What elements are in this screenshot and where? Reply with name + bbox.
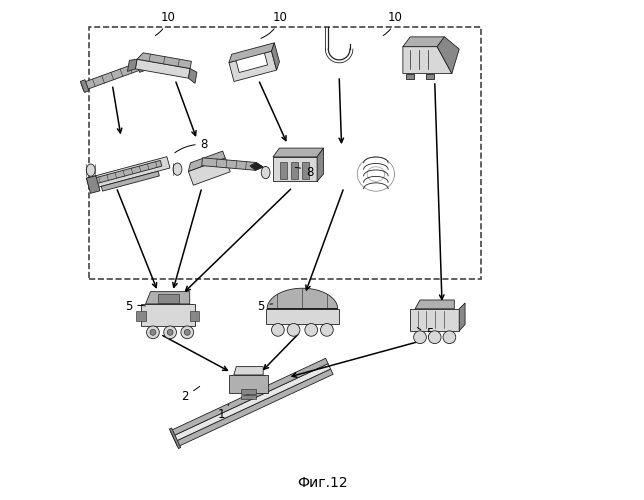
Polygon shape [190,311,200,321]
Circle shape [272,324,284,336]
Circle shape [413,331,426,344]
Polygon shape [188,158,231,185]
Circle shape [184,330,190,336]
Circle shape [305,324,317,336]
Text: 5: 5 [125,300,146,313]
Polygon shape [94,160,162,184]
Polygon shape [291,162,298,179]
Polygon shape [146,292,190,304]
Polygon shape [140,304,194,326]
Circle shape [150,330,156,336]
Text: Фиг.12: Фиг.12 [297,476,347,490]
Polygon shape [459,303,465,331]
Polygon shape [188,151,225,172]
Polygon shape [234,366,263,375]
Text: 8: 8 [296,166,314,179]
Polygon shape [410,309,459,331]
Polygon shape [175,369,333,447]
Circle shape [443,331,456,344]
Polygon shape [273,157,317,182]
Ellipse shape [173,163,182,175]
Polygon shape [202,158,263,170]
Circle shape [147,326,159,338]
Polygon shape [136,311,146,321]
Polygon shape [280,162,287,179]
Polygon shape [317,148,323,182]
Text: 5: 5 [417,327,433,340]
Polygon shape [415,300,454,309]
Polygon shape [86,156,170,190]
Polygon shape [437,37,459,74]
Polygon shape [273,148,323,157]
Polygon shape [173,364,330,442]
Circle shape [321,324,334,336]
Circle shape [287,324,300,336]
Polygon shape [128,59,137,72]
Polygon shape [189,68,197,84]
Polygon shape [229,43,274,62]
Polygon shape [426,74,433,78]
Text: 8: 8 [175,138,208,153]
Polygon shape [267,288,337,309]
Polygon shape [101,171,159,191]
Polygon shape [135,59,190,78]
Polygon shape [86,176,100,194]
Polygon shape [137,53,191,68]
Polygon shape [80,80,89,92]
Polygon shape [406,74,414,78]
Polygon shape [403,46,452,74]
Polygon shape [241,388,256,394]
Text: 5: 5 [257,300,272,313]
Polygon shape [403,37,444,46]
Polygon shape [241,394,256,400]
Circle shape [428,331,441,344]
Ellipse shape [86,164,95,176]
Circle shape [164,326,176,338]
Ellipse shape [261,166,270,178]
Text: 10: 10 [261,10,288,38]
Polygon shape [170,358,328,436]
Text: 10: 10 [155,10,175,35]
Polygon shape [250,162,263,170]
Circle shape [167,330,173,336]
Polygon shape [272,43,279,70]
Polygon shape [136,60,144,72]
Polygon shape [81,62,144,90]
Text: 10: 10 [383,10,403,35]
Polygon shape [302,162,308,179]
Circle shape [181,326,194,338]
Polygon shape [229,51,277,82]
Text: 1: 1 [218,404,229,420]
Polygon shape [169,428,181,448]
Polygon shape [229,375,268,393]
Polygon shape [158,294,179,303]
Text: 2: 2 [181,386,200,404]
Polygon shape [265,309,339,324]
